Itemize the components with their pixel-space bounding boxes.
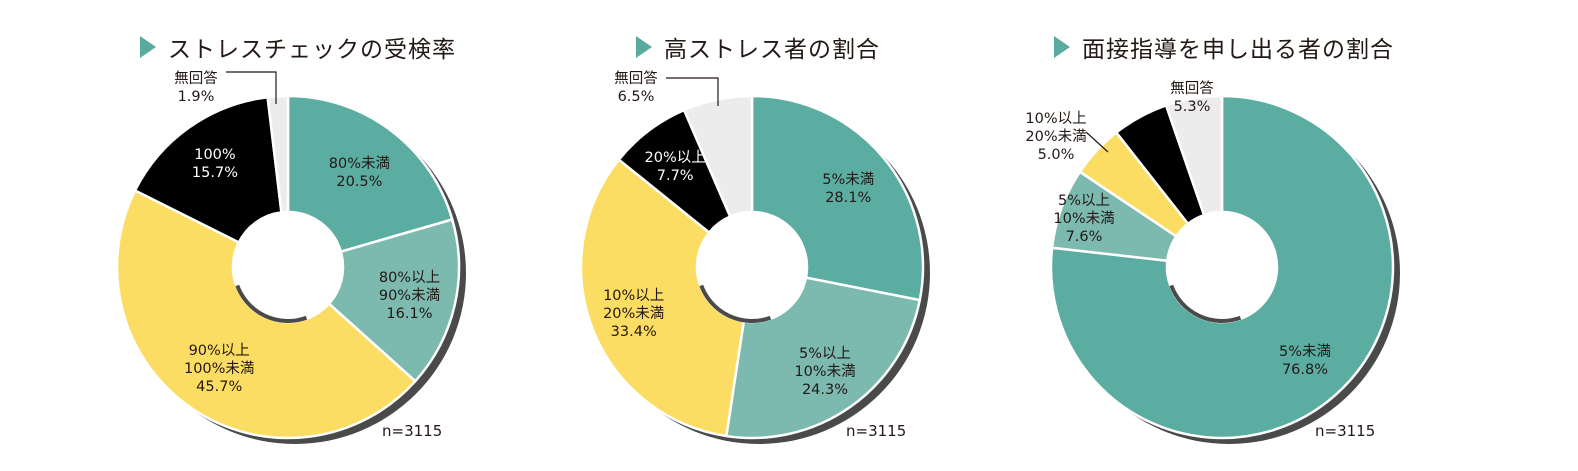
donut-chart: 5%未満 76.8% 5%以上 10%未満 7.6% 10%以上 20%未満 5.0% 20%以… <box>1025 80 1400 444</box>
slice-value-label: 5.3% <box>1094 99 1131 115</box>
chart-title-row: 面接指導を申し出る者の割合 <box>1054 30 1394 64</box>
slice-value-label: 20.5% <box>336 174 382 190</box>
chart-panel-interview-request: 面接指導を申し出る者の割合 5%未満 76.8% 5%以上 10%未満 7.6% 10%以… <box>1025 0 1560 471</box>
title-marker-icon <box>636 36 652 58</box>
slice-category-label: 無回答 <box>1170 80 1214 97</box>
slice-category-label: 80%以上 <box>379 269 440 286</box>
slice-category-label: 5%未満 <box>1279 343 1331 360</box>
slice-category-label: 10%以上 <box>1025 110 1086 127</box>
slice-category-label: 無回答 <box>174 70 218 87</box>
donut-hole-shadow <box>699 284 772 323</box>
slice-value-label: 28.1% <box>825 190 871 206</box>
donut-hole <box>697 212 807 322</box>
slice-label: 80%以上 90%未満 16.1% <box>379 269 440 322</box>
slice-category-label: 10%未満 <box>1053 210 1114 227</box>
donut-hole-shadow <box>235 284 308 323</box>
slice-category-label: 10%以上 <box>603 287 664 304</box>
slice-category-label: 5%未満 <box>822 171 874 188</box>
slice-category-label: 10%未満 <box>794 363 855 380</box>
slice-category-label: 100% <box>194 147 235 163</box>
slice-label: 100% 15.7% <box>192 147 238 181</box>
slice-label: 無回答 6.5% <box>614 70 658 105</box>
slice-category-label: 20%未満 <box>1025 128 1086 145</box>
slice-value-label: 16.1% <box>386 306 432 322</box>
sample-size-note: n=3115 <box>846 422 907 440</box>
slice-category-label: 20%未満 <box>603 305 664 322</box>
slice-label: 5%以上 10%未満 24.3% <box>794 345 855 398</box>
slice-value-label: 6.5% <box>618 89 655 105</box>
slice-value-label: 5.3% <box>1174 99 1211 115</box>
slice-value-label: 24.3% <box>802 382 848 398</box>
slice-category-label: 90%未満 <box>379 287 440 304</box>
slice-label: 無回答 5.3% <box>1170 80 1214 115</box>
leader-line <box>666 77 719 106</box>
slice-label: 10%以上 20%未満 5.0% <box>1025 110 1086 163</box>
leader-line <box>226 71 277 104</box>
sample-size-note: n=3115 <box>382 422 443 440</box>
donut-chart: 80%未満 20.5% 80%以上 90%未満 16.1% 90%以上 100%未満 45.7… <box>115 70 466 444</box>
slice-label: 5%以上 10%未満 7.6% <box>1053 192 1114 245</box>
slice-category-label: 80%未満 <box>329 155 390 172</box>
title-marker-icon <box>140 36 156 58</box>
chart-title: 面接指導を申し出る者の割合 <box>1082 37 1394 63</box>
donut-hole <box>233 212 343 322</box>
sample-size-note: n=3115 <box>1315 422 1376 440</box>
slice-value-label: 5.0% <box>1038 147 1075 163</box>
slice-value-label: 45.7% <box>196 379 242 395</box>
slice-label: 20%以上 7.7% <box>645 149 706 184</box>
slice-value-label: 15.7% <box>192 165 238 181</box>
slice-category-label: 無回答 <box>614 70 658 87</box>
slice-category-label: 20%以上 <box>645 149 706 166</box>
chart-panel-acceptance: ストレスチェックの受検率 80%未満 20.5% 80%以上 90%未満 16.1% 90… <box>0 0 520 471</box>
slice-category-label: 90%以上 <box>189 342 250 359</box>
donut-chart: 5%未満 28.1% 5%以上 10%未満 24.3% 10%以上 20%未満 33.4% 20… <box>579 70 930 444</box>
slice-category-label: 20%以上 <box>1081 80 1142 97</box>
donut-hole <box>1167 212 1277 322</box>
slice-label: 5%未満 76.8% <box>1279 343 1331 378</box>
slice-value-label: 76.8% <box>1282 362 1328 378</box>
leader-line <box>1085 131 1109 153</box>
slice-value-label: 33.4% <box>611 324 657 340</box>
slice-category-label: 5%以上 <box>1058 192 1110 209</box>
slice-value-label: 7.7% <box>657 168 694 184</box>
slice-label: 5%未満 28.1% <box>822 171 874 206</box>
chart-title: 高ストレス者の割合 <box>664 37 880 63</box>
slice-label: 無回答 1.9% <box>174 70 218 105</box>
slice-category-label: 100%未満 <box>184 360 254 377</box>
slice-value-label: 7.6% <box>1066 229 1103 245</box>
slice-label: 10%以上 20%未満 33.4% <box>603 287 664 340</box>
chart-title-row: 高ストレス者の割合 <box>636 30 880 64</box>
title-marker-icon <box>1054 36 1070 58</box>
chart-panel-high-stress: 高ストレス者の割合 5%未満 28.1% 5%以上 10%未満 24.3% 10%以上 20… <box>520 0 1040 471</box>
slice-label: 90%以上 100%未満 45.7% <box>184 342 254 395</box>
chart-title: ストレスチェックの受検率 <box>168 37 456 63</box>
donut-hole-shadow <box>1169 284 1242 323</box>
slice-label: 20%以上 5.3% <box>1081 80 1142 115</box>
chart-title-row: ストレスチェックの受検率 <box>140 30 456 64</box>
slice-category-label: 5%以上 <box>799 345 851 362</box>
slice-label: 80%未満 20.5% <box>329 155 390 190</box>
slice-value-label: 1.9% <box>178 89 215 105</box>
